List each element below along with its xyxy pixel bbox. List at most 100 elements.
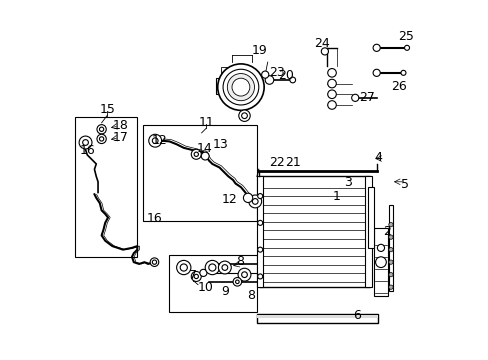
Circle shape: [264, 76, 273, 84]
Text: 12: 12: [221, 193, 237, 206]
Circle shape: [327, 68, 336, 77]
Bar: [216, 78, 237, 94]
Text: 16: 16: [80, 144, 96, 157]
Text: 25: 25: [397, 30, 413, 43]
Circle shape: [200, 269, 206, 276]
Circle shape: [194, 274, 198, 279]
Bar: [388, 205, 392, 291]
Bar: [257, 315, 378, 318]
Text: 27: 27: [358, 91, 374, 104]
Bar: [257, 314, 378, 323]
Circle shape: [194, 152, 198, 157]
Circle shape: [148, 134, 162, 147]
Circle shape: [223, 69, 258, 105]
Circle shape: [388, 222, 392, 227]
Circle shape: [82, 140, 88, 145]
Circle shape: [241, 113, 247, 118]
Circle shape: [327, 101, 336, 109]
Text: 9: 9: [221, 285, 228, 298]
Circle shape: [205, 260, 219, 275]
Circle shape: [235, 280, 239, 284]
Circle shape: [217, 64, 264, 111]
Circle shape: [388, 235, 392, 239]
Text: 8: 8: [236, 255, 244, 268]
Circle shape: [257, 220, 262, 225]
Circle shape: [257, 247, 262, 252]
Circle shape: [375, 257, 386, 267]
Circle shape: [176, 260, 190, 275]
Bar: [373, 228, 387, 296]
Circle shape: [327, 79, 336, 88]
Text: 8: 8: [246, 288, 254, 302]
Circle shape: [99, 137, 103, 141]
Text: 18: 18: [112, 119, 128, 132]
Text: 3: 3: [344, 176, 351, 189]
Bar: [169, 255, 257, 312]
Circle shape: [388, 285, 392, 289]
Circle shape: [241, 272, 247, 278]
Circle shape: [327, 90, 336, 99]
Circle shape: [201, 152, 209, 160]
Bar: [367, 187, 373, 248]
Text: 23: 23: [269, 66, 285, 78]
Circle shape: [400, 70, 405, 75]
Text: 4: 4: [374, 151, 382, 164]
Circle shape: [79, 136, 92, 149]
Circle shape: [404, 45, 408, 50]
Text: 21: 21: [285, 156, 301, 169]
Text: 22: 22: [269, 156, 285, 169]
Text: 15: 15: [100, 103, 115, 116]
Circle shape: [388, 248, 392, 252]
Bar: [365, 176, 371, 287]
Bar: [75, 117, 137, 257]
Circle shape: [238, 110, 250, 121]
Text: 12: 12: [151, 134, 167, 147]
Circle shape: [97, 134, 106, 144]
Text: 20: 20: [278, 69, 294, 82]
Circle shape: [257, 274, 262, 279]
Circle shape: [252, 199, 258, 204]
Text: 16: 16: [146, 212, 162, 225]
Circle shape: [233, 278, 241, 286]
Circle shape: [191, 149, 201, 159]
Text: 10: 10: [198, 281, 213, 294]
Polygon shape: [319, 66, 372, 112]
Bar: [257, 176, 263, 287]
Circle shape: [180, 264, 187, 271]
Circle shape: [388, 273, 392, 277]
Text: 11: 11: [198, 116, 214, 129]
Text: 7: 7: [189, 269, 197, 282]
Text: 1: 1: [332, 190, 340, 203]
Text: 6: 6: [352, 309, 360, 321]
Circle shape: [208, 264, 216, 271]
Text: 24: 24: [314, 37, 329, 50]
Circle shape: [388, 260, 392, 264]
Circle shape: [191, 271, 201, 282]
Circle shape: [231, 78, 249, 96]
Bar: [142, 125, 257, 221]
Text: 2: 2: [383, 225, 390, 238]
Circle shape: [261, 71, 268, 78]
Circle shape: [372, 69, 380, 76]
Circle shape: [227, 73, 254, 101]
Circle shape: [377, 244, 384, 251]
Circle shape: [150, 258, 159, 266]
Circle shape: [99, 127, 103, 131]
Bar: [221, 67, 231, 78]
Text: 5: 5: [400, 178, 407, 191]
Text: 14: 14: [196, 142, 212, 155]
Circle shape: [218, 261, 231, 274]
Circle shape: [152, 260, 156, 264]
Text: 26: 26: [390, 80, 406, 93]
Text: 17: 17: [112, 131, 128, 144]
Circle shape: [222, 265, 227, 270]
Circle shape: [152, 138, 158, 144]
Circle shape: [257, 194, 262, 199]
Circle shape: [289, 77, 295, 83]
Circle shape: [321, 48, 328, 55]
Bar: [258, 176, 369, 287]
Circle shape: [243, 193, 252, 203]
Circle shape: [372, 44, 380, 51]
Circle shape: [97, 125, 106, 134]
Circle shape: [248, 195, 261, 208]
